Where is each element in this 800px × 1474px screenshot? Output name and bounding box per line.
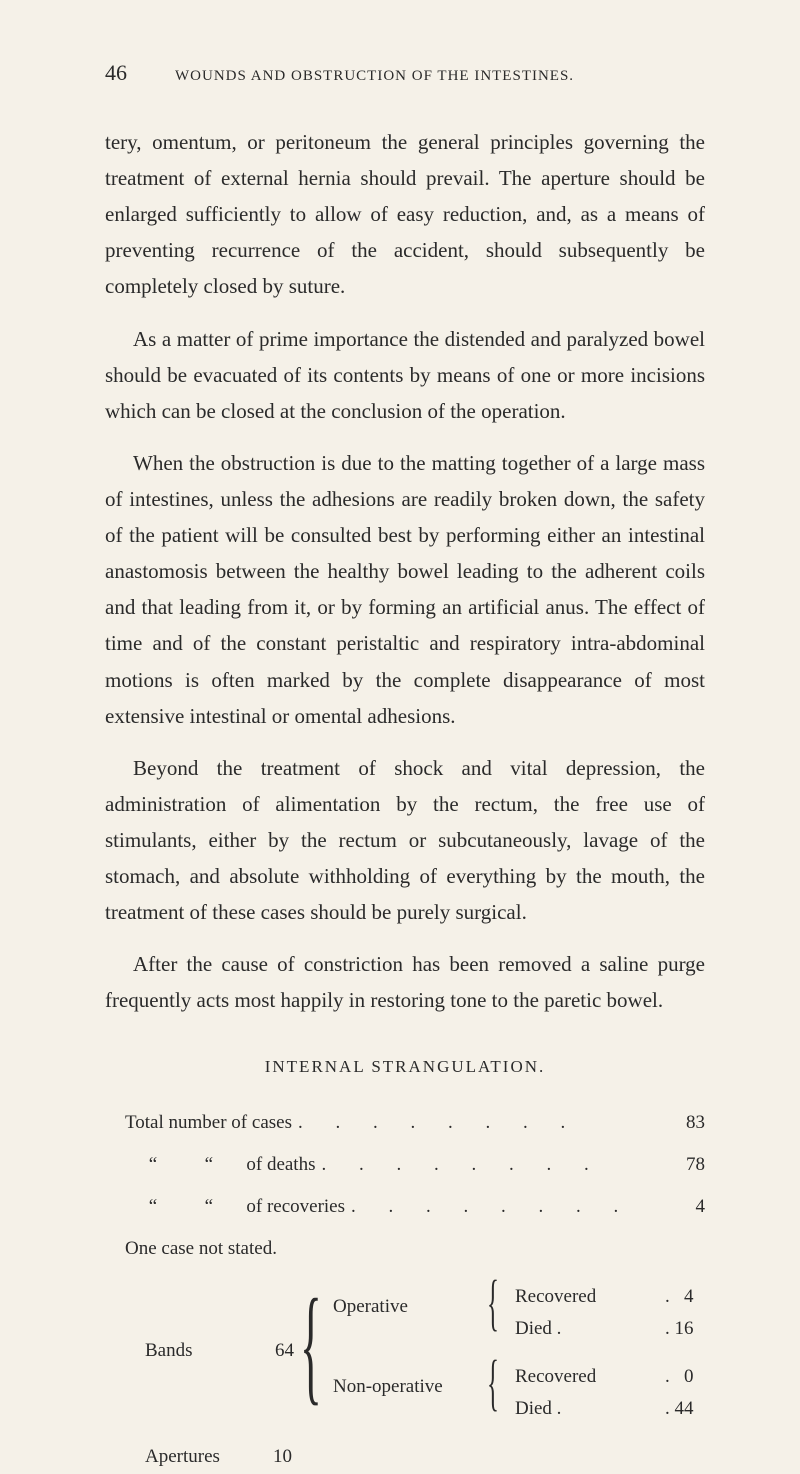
leaf-op-recovered: Recovered bbox=[515, 1280, 596, 1314]
paragraph-5: After the cause of constriction has been… bbox=[105, 946, 705, 1018]
document-page: 46 WOUNDS AND OBSTRUCTION OF THE INTESTI… bbox=[0, 0, 800, 1355]
leaf-nonop-died: Died . bbox=[515, 1392, 561, 1426]
paragraph-1: tery, omentum, or peritoneum the general… bbox=[105, 124, 705, 305]
val: 16 bbox=[675, 1318, 694, 1339]
running-title: WOUNDS AND OBSTRUCTION OF THE INTESTINES… bbox=[175, 68, 574, 85]
stat-value: 78 bbox=[675, 1147, 705, 1182]
stat-value: 4 bbox=[675, 1189, 705, 1224]
stat-label: “ “ of deaths bbox=[125, 1147, 315, 1182]
stat-row-notstated: One case not stated. bbox=[125, 1231, 705, 1266]
dot-leader: . . . . . . . . bbox=[298, 1105, 669, 1142]
non-operative-label: Non-operative bbox=[333, 1370, 443, 1404]
apertures-label: Apertures bbox=[145, 1440, 220, 1474]
stats-block: Total number of cases . . . . . . . . 83… bbox=[125, 1105, 705, 1461]
section-title: INTERNAL STRANGULATION. bbox=[105, 1057, 705, 1077]
leaf-value: . 16 bbox=[665, 1312, 694, 1346]
dot-leader: . . . . . . . . bbox=[321, 1147, 669, 1184]
page-number: 46 bbox=[105, 60, 127, 86]
leaf-value: . 44 bbox=[665, 1392, 694, 1426]
stat-value: 83 bbox=[675, 1105, 705, 1140]
paragraph-2: As a matter of prime importance the dist… bbox=[105, 321, 705, 429]
page-header: 46 WOUNDS AND OBSTRUCTION OF THE INTESTI… bbox=[105, 60, 705, 86]
leaf-value: . 4 bbox=[665, 1280, 694, 1314]
stat-row-cases: Total number of cases . . . . . . . . 83 bbox=[125, 1105, 705, 1147]
paragraph-4: Beyond the treatment of shock and vital … bbox=[105, 750, 705, 931]
val: 0 bbox=[684, 1366, 694, 1387]
stat-label: Total number of cases bbox=[125, 1105, 292, 1140]
leaf-nonop-recovered: Recovered bbox=[515, 1360, 596, 1394]
val: 44 bbox=[675, 1398, 694, 1419]
dot-leader: . . . . . . . . bbox=[351, 1189, 669, 1226]
stat-row-deaths: “ “ of deaths . . . . . . . . 78 bbox=[125, 1147, 705, 1189]
tree-block: Bands 64 { Operative Non-operative { { R… bbox=[125, 1280, 705, 1460]
leaf-value: . 0 bbox=[665, 1360, 694, 1394]
leaf-op-died: Died . bbox=[515, 1312, 561, 1346]
brace-icon: { bbox=[487, 1352, 499, 1414]
paragraph-3: When the obstruction is due to the matti… bbox=[105, 445, 705, 734]
brace-icon: { bbox=[487, 1272, 499, 1334]
val: 4 bbox=[684, 1286, 694, 1307]
apertures-count: 10 bbox=[273, 1440, 292, 1474]
stat-label: “ “ of recoveries bbox=[125, 1189, 345, 1224]
stat-row-recoveries: “ “ of recoveries . . . . . . . . 4 bbox=[125, 1189, 705, 1231]
bands-label: Bands bbox=[145, 1334, 193, 1368]
stat-label: One case not stated. bbox=[125, 1231, 277, 1266]
bands-count: 64 bbox=[275, 1334, 294, 1368]
operative-label: Operative bbox=[333, 1290, 408, 1324]
brace-icon: { bbox=[300, 1280, 322, 1410]
